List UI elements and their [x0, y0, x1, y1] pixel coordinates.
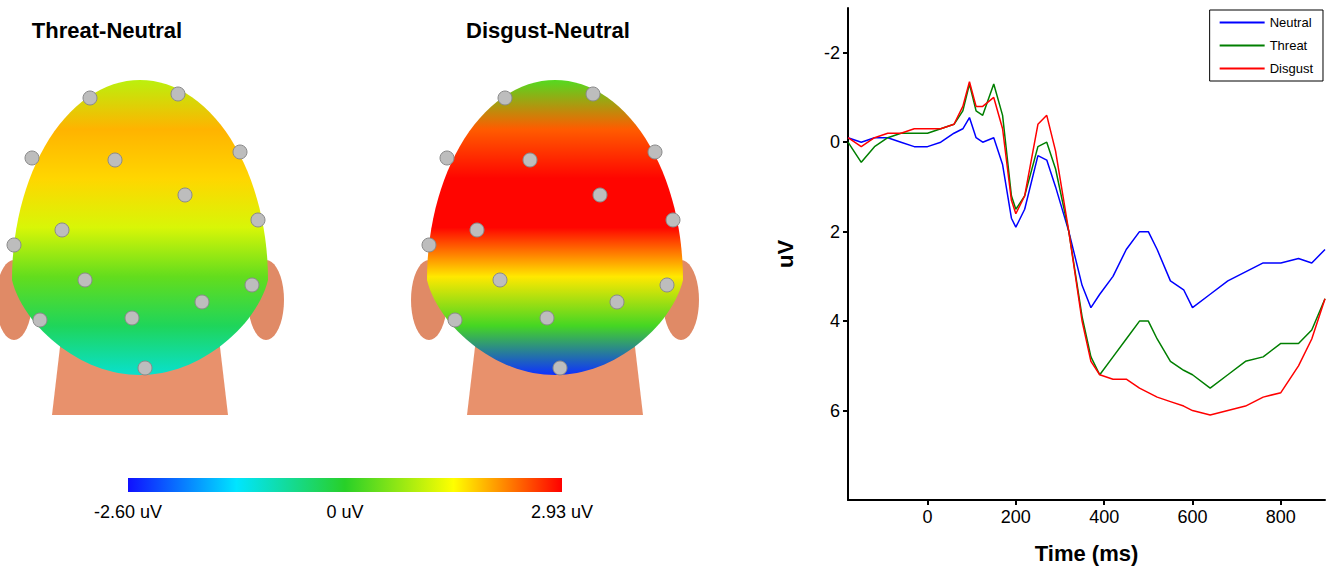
svg-text:600: 600	[1177, 507, 1207, 527]
svg-text:0: 0	[922, 507, 932, 527]
svg-text:Threat-Neutral: Threat-Neutral	[32, 18, 182, 43]
svg-text:-2: -2	[824, 43, 840, 63]
svg-text:6: 6	[830, 401, 840, 421]
svg-text:Time (ms): Time (ms)	[1035, 541, 1139, 566]
svg-text:Neutral: Neutral	[1270, 15, 1312, 30]
svg-text:2.93 uV: 2.93 uV	[531, 502, 593, 522]
svg-text:Threat: Threat	[1270, 38, 1308, 53]
svg-text:0 uV: 0 uV	[326, 502, 363, 522]
svg-text:400: 400	[1089, 507, 1119, 527]
svg-text:4: 4	[830, 311, 840, 331]
svg-text:Disgust-Neutral: Disgust-Neutral	[466, 18, 630, 43]
svg-text:200: 200	[1001, 507, 1031, 527]
svg-text:-2.60 uV: -2.60 uV	[94, 502, 162, 522]
svg-text:0: 0	[830, 132, 840, 152]
svg-text:Disgust: Disgust	[1270, 61, 1314, 76]
svg-text:800: 800	[1266, 507, 1296, 527]
svg-text:uV: uV	[773, 240, 798, 268]
svg-text:2: 2	[830, 222, 840, 242]
